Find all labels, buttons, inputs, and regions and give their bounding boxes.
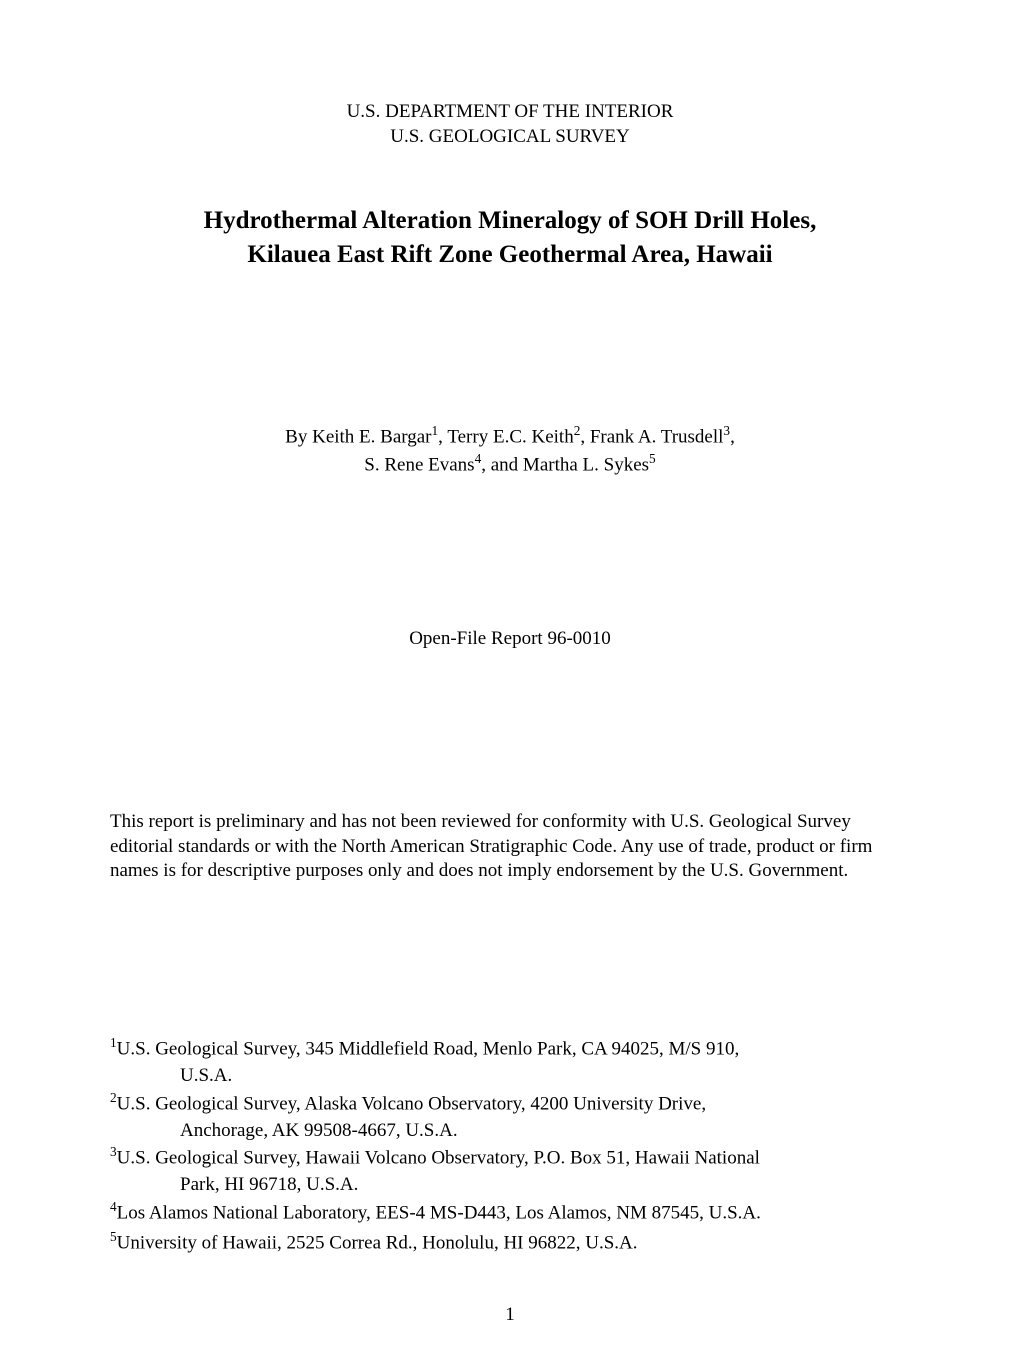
affiliation-1-text: U.S. Geological Survey, 345 Middlefield … bbox=[117, 1038, 740, 1059]
title-line-2: Kilauea East Rift Zone Geothermal Area, … bbox=[110, 238, 910, 272]
author-5-sup: 5 bbox=[649, 451, 656, 466]
author-sep-3: , bbox=[730, 426, 735, 447]
authors-block: By Keith E. Bargar1, Terry E.C. Keith2, … bbox=[110, 422, 910, 478]
affiliation-1-cont: U.S.A. bbox=[110, 1064, 910, 1089]
affiliation-3: 3U.S. Geological Survey, Hawaii Volcano … bbox=[110, 1143, 910, 1171]
authors-line-2: S. Rene Evans4, and Martha L. Sykes5 bbox=[110, 450, 910, 478]
author-sep-4: , and bbox=[481, 454, 523, 475]
affiliation-2-cont: Anchorage, AK 99508-4667, U.S.A. bbox=[110, 1119, 910, 1144]
affiliation-2-text: U.S. Geological Survey, Alaska Volcano O… bbox=[117, 1093, 706, 1114]
affiliation-4-sup: 4 bbox=[110, 1199, 117, 1214]
affiliation-4-text: Los Alamos National Laboratory, EES-4 MS… bbox=[117, 1202, 761, 1223]
affiliation-3-sup: 3 bbox=[110, 1144, 117, 1159]
page-number: 1 bbox=[0, 1304, 1020, 1326]
affiliation-1: 1U.S. Geological Survey, 345 Middlefield… bbox=[110, 1034, 910, 1062]
author-4: S. Rene Evans bbox=[364, 454, 474, 475]
affiliation-3-cont: Park, HI 96718, U.S.A. bbox=[110, 1173, 910, 1198]
affiliation-2-sup: 2 bbox=[110, 1090, 117, 1105]
department-header: U.S. DEPARTMENT OF THE INTERIOR U.S. GEO… bbox=[110, 100, 910, 149]
author-5: Martha L. Sykes bbox=[523, 454, 649, 475]
affiliation-2: 2U.S. Geological Survey, Alaska Volcano … bbox=[110, 1089, 910, 1117]
dept-line-1: U.S. DEPARTMENT OF THE INTERIOR bbox=[110, 100, 910, 125]
author-1: Keith E. Bargar bbox=[312, 426, 431, 447]
affiliation-3-text: U.S. Geological Survey, Hawaii Volcano O… bbox=[117, 1148, 760, 1169]
affiliations-block: 1U.S. Geological Survey, 345 Middlefield… bbox=[110, 1034, 910, 1256]
title-line-1: Hydrothermal Alteration Mineralogy of SO… bbox=[110, 204, 910, 238]
report-number: Open-File Report 96-0010 bbox=[110, 628, 910, 650]
dept-line-2: U.S. GEOLOGICAL SURVEY bbox=[110, 125, 910, 150]
author-sep-1: , bbox=[438, 426, 447, 447]
affiliation-5-text: University of Hawaii, 2525 Correa Rd., H… bbox=[117, 1232, 638, 1253]
author-sep-2: , bbox=[580, 426, 590, 447]
document-title: Hydrothermal Alteration Mineralogy of SO… bbox=[110, 204, 910, 272]
disclaimer-text: This report is preliminary and has not b… bbox=[110, 810, 910, 884]
affiliation-4: 4Los Alamos National Laboratory, EES-4 M… bbox=[110, 1198, 910, 1226]
affiliation-5-sup: 5 bbox=[110, 1229, 117, 1244]
authors-prefix: By bbox=[285, 426, 312, 447]
authors-line-1: By Keith E. Bargar1, Terry E.C. Keith2, … bbox=[110, 422, 910, 450]
author-3: Frank A. Trusdell bbox=[590, 426, 724, 447]
affiliation-1-sup: 1 bbox=[110, 1035, 117, 1050]
affiliation-5: 5University of Hawaii, 2525 Correa Rd., … bbox=[110, 1228, 910, 1256]
author-2: Terry E.C. Keith bbox=[447, 426, 573, 447]
